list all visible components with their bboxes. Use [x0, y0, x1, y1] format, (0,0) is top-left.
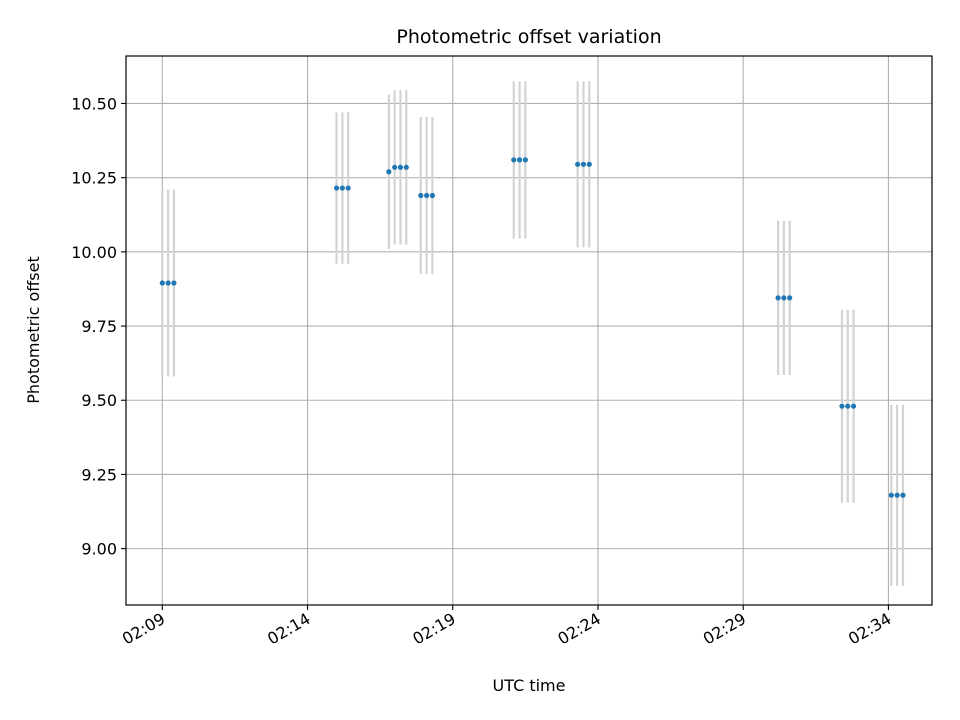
- grid: [126, 56, 932, 605]
- data-points: [159, 157, 906, 498]
- data-point: [165, 280, 171, 286]
- data-point: [511, 157, 517, 163]
- y-tick-label: 10.50: [71, 94, 117, 113]
- data-point: [516, 157, 523, 163]
- data-point: [386, 169, 392, 175]
- data-point: [845, 403, 851, 409]
- y-axis-ticks: 9.00 9.25 9.50 9.75 10.00 10.25 10.50: [71, 94, 126, 559]
- y-tick-label: 10.25: [71, 169, 117, 188]
- data-point: [429, 192, 436, 199]
- x-axis-label: UTC time: [493, 676, 566, 695]
- y-tick-label: 9.50: [81, 391, 117, 410]
- data-point: [850, 403, 857, 409]
- plot-frame: [125, 55, 933, 606]
- y-tick-label: 9.25: [81, 465, 117, 484]
- data-point: [775, 295, 781, 301]
- data-point: [339, 185, 345, 191]
- data-point: [888, 492, 894, 498]
- data-point: [171, 280, 177, 286]
- data-point: [159, 280, 165, 286]
- y-tick-label: 9.75: [81, 317, 117, 336]
- data-point: [787, 295, 793, 301]
- data-point: [333, 185, 340, 191]
- data-point: [418, 192, 424, 199]
- data-point: [392, 164, 398, 170]
- plot-area: [126, 56, 932, 605]
- y-tick-label: 10.00: [71, 243, 117, 262]
- data-point: [586, 161, 592, 167]
- data-point: [580, 161, 587, 167]
- chart-title: Photometric offset variation: [396, 26, 661, 48]
- data-point: [424, 192, 430, 199]
- data-point: [781, 295, 787, 301]
- data-point: [839, 403, 845, 409]
- y-axis-label: Photometric offset: [24, 256, 43, 404]
- y-tick-label: 9.00: [81, 540, 117, 559]
- data-point: [894, 492, 900, 498]
- data-point: [522, 157, 528, 163]
- data-point: [900, 492, 906, 498]
- data-point: [397, 164, 404, 170]
- data-point: [575, 161, 581, 167]
- data-point: [403, 164, 409, 170]
- data-point: [345, 185, 351, 191]
